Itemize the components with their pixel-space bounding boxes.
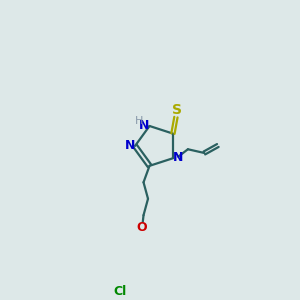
Text: N: N [139,119,149,132]
Text: Cl: Cl [113,285,126,298]
Text: H: H [135,116,143,127]
Text: S: S [172,103,182,117]
Text: O: O [137,221,147,234]
Text: N: N [124,139,135,152]
Text: N: N [173,151,183,164]
